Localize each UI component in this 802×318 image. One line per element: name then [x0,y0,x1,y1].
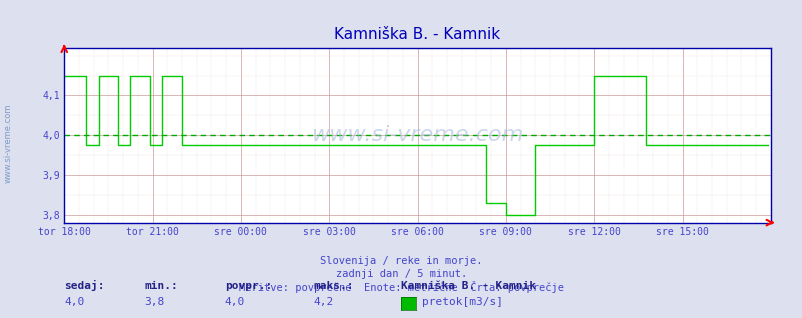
Text: sedaj:: sedaj: [64,280,104,291]
Text: 4,2: 4,2 [313,297,333,307]
Text: 4,0: 4,0 [64,297,84,307]
Text: maks.:: maks.: [313,281,353,291]
Text: min.:: min.: [144,281,178,291]
Text: 4,0: 4,0 [225,297,245,307]
Text: pretok[m3/s]: pretok[m3/s] [421,297,502,307]
Text: Slovenija / reke in morje.: Slovenija / reke in morje. [320,256,482,266]
Text: 3,8: 3,8 [144,297,164,307]
Text: www.si-vreme.com: www.si-vreme.com [4,103,13,183]
Text: zadnji dan / 5 minut.: zadnji dan / 5 minut. [335,269,467,279]
Text: povpr.:: povpr.: [225,281,272,291]
Text: www.si-vreme.com: www.si-vreme.com [311,125,523,145]
Text: Meritve: povprečne  Enote: metrične  Črta: povprečje: Meritve: povprečne Enote: metrične Črta:… [239,281,563,294]
Text: Kamniška B. - Kamnik: Kamniška B. - Kamnik [401,281,536,291]
Title: Kamniška B. - Kamnik: Kamniška B. - Kamnik [334,27,500,42]
